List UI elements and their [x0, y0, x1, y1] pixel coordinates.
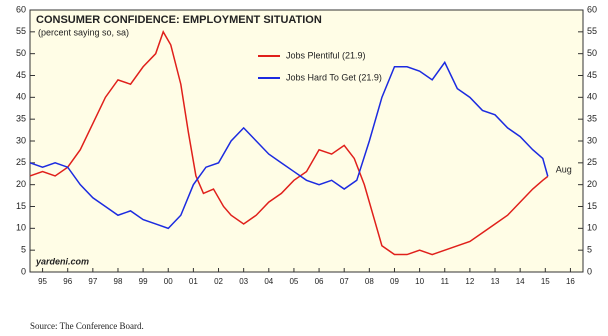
- y2-tick-label: 15: [587, 201, 597, 211]
- x-tick-label: 03: [239, 277, 248, 286]
- x-tick-label: 04: [264, 277, 273, 286]
- x-tick-label: 02: [214, 277, 223, 286]
- y-tick-label: 45: [16, 70, 26, 80]
- x-tick-label: 07: [340, 277, 349, 286]
- y2-tick-label: 30: [587, 135, 597, 145]
- x-tick-label: 05: [289, 277, 298, 286]
- y2-tick-label: 25: [587, 157, 597, 167]
- x-tick-label: 09: [390, 277, 399, 286]
- x-tick-label: 96: [63, 277, 72, 286]
- x-tick-label: 12: [465, 277, 474, 286]
- y2-tick-label: 45: [587, 70, 597, 80]
- y-tick-label: 15: [16, 201, 26, 211]
- x-tick-label: 10: [415, 277, 424, 286]
- x-tick-label: 16: [566, 277, 575, 286]
- y2-tick-label: 5: [587, 245, 592, 255]
- y-tick-label: 5: [21, 245, 26, 255]
- y-tick-label: 50: [16, 48, 26, 58]
- legend-label: Jobs Plentiful (21.9): [286, 50, 366, 60]
- y2-tick-label: 50: [587, 48, 597, 58]
- x-tick-label: 00: [164, 277, 173, 286]
- y-tick-label: 40: [16, 92, 26, 102]
- legend-label: Jobs Hard To Get (21.9): [286, 72, 382, 82]
- y2-tick-label: 55: [587, 26, 597, 36]
- y2-tick-label: 60: [587, 4, 597, 14]
- x-tick-label: 13: [491, 277, 500, 286]
- y-tick-label: 25: [16, 157, 26, 167]
- x-tick-label: 01: [189, 277, 198, 286]
- y2-tick-label: 0: [587, 266, 592, 276]
- x-tick-label: 97: [88, 277, 97, 286]
- y-tick-label: 20: [16, 179, 26, 189]
- y-tick-label: 30: [16, 135, 26, 145]
- x-tick-label: 06: [315, 277, 324, 286]
- x-tick-label: 08: [365, 277, 374, 286]
- watermark: yardeni.com: [35, 256, 89, 266]
- y-tick-label: 10: [16, 223, 26, 233]
- chart-title: CONSUMER CONFIDENCE: EMPLOYMENT SITUATIO…: [36, 14, 322, 26]
- x-tick-label: 15: [541, 277, 550, 286]
- x-tick-label: 98: [114, 277, 123, 286]
- x-tick-label: 95: [38, 277, 47, 286]
- y2-tick-label: 35: [587, 114, 597, 124]
- plot-area: [29, 9, 584, 273]
- y2-tick-label: 20: [587, 179, 597, 189]
- y-tick-label: 35: [16, 114, 26, 124]
- y-tick-label: 55: [16, 26, 26, 36]
- y-tick-label: 60: [16, 4, 26, 14]
- x-tick-label: 11: [441, 277, 450, 286]
- x-tick-label: 99: [139, 277, 148, 286]
- end-label: Aug: [556, 165, 572, 175]
- line-series: [29, 60, 549, 230]
- chart-subtitle: (percent saying so, sa): [38, 27, 129, 37]
- line-series: [29, 30, 549, 256]
- x-tick-label: 14: [516, 277, 525, 286]
- y2-tick-label: 10: [587, 223, 597, 233]
- y2-tick-label: 40: [587, 92, 597, 102]
- source: Source: The Conference Board.: [30, 321, 144, 331]
- y-tick-label: 0: [21, 266, 26, 276]
